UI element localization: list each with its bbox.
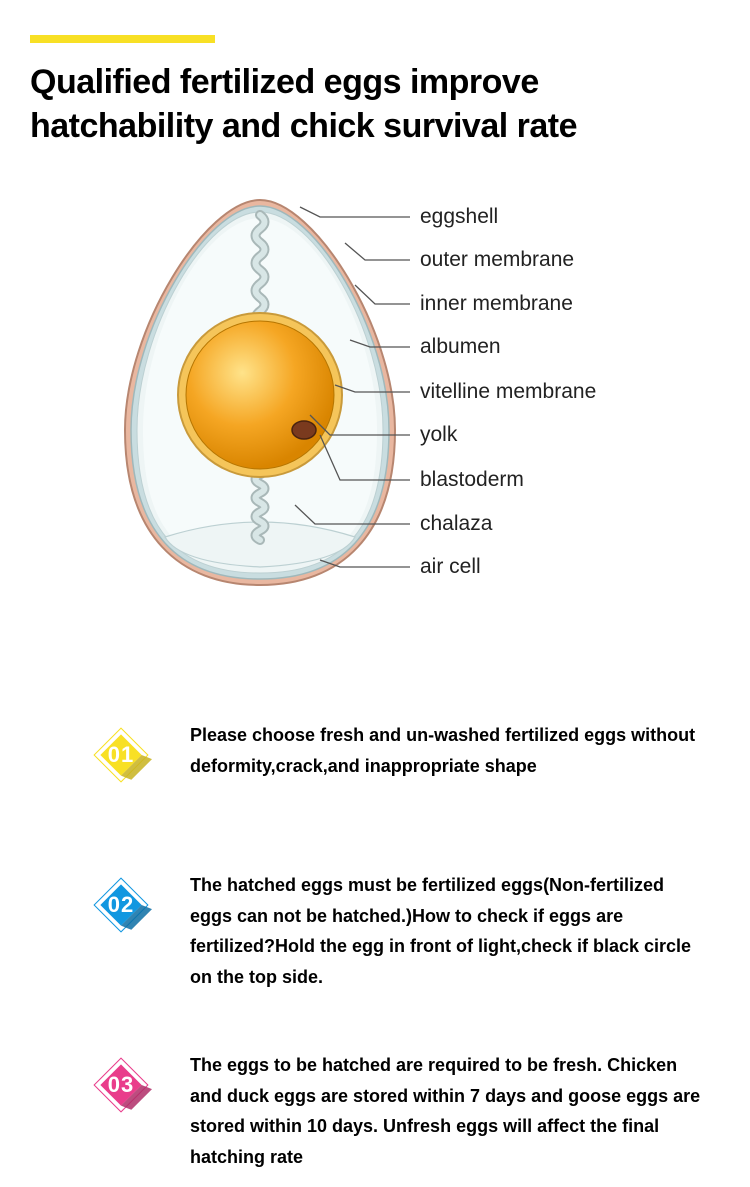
tip-number: 02 xyxy=(108,892,134,918)
tip-number: 01 xyxy=(108,742,134,768)
tip-text: The eggs to be hatched are required to b… xyxy=(190,1050,710,1172)
egg-diagram: eggshell outer membrane inner membrane albu… xyxy=(0,185,750,625)
tip-badge: 02 xyxy=(90,874,152,936)
egg-label: vitelline membrane xyxy=(420,380,596,404)
egg-label: chalaza xyxy=(420,512,492,536)
tip-row: 01 Please choose fresh and un-washed fert… xyxy=(90,720,710,786)
egg-label: air cell xyxy=(420,555,481,579)
egg-illustration xyxy=(0,185,420,615)
egg-label: inner membrane xyxy=(420,292,573,316)
accent-bar xyxy=(30,35,215,43)
egg-label: yolk xyxy=(420,423,457,447)
egg-label: outer membrane xyxy=(420,248,574,272)
tip-text: The hatched eggs must be fertilized eggs… xyxy=(190,870,710,992)
egg-label: albumen xyxy=(420,335,501,359)
tip-badge: 01 xyxy=(90,724,152,786)
page-title: Qualified fertilized eggs improve hatcha… xyxy=(30,60,720,148)
tip-row: 03 The eggs to be hatched are required to… xyxy=(90,1050,710,1172)
tip-number: 03 xyxy=(108,1072,134,1098)
egg-label: blastoderm xyxy=(420,468,524,492)
tip-row: 02 The hatched eggs must be fertilized eg… xyxy=(90,870,710,992)
tip-text: Please choose fresh and un-washed fertil… xyxy=(190,720,710,781)
page: Qualified fertilized eggs improve hatcha… xyxy=(0,0,750,1187)
tip-badge: 03 xyxy=(90,1054,152,1116)
egg-label: eggshell xyxy=(420,205,498,229)
